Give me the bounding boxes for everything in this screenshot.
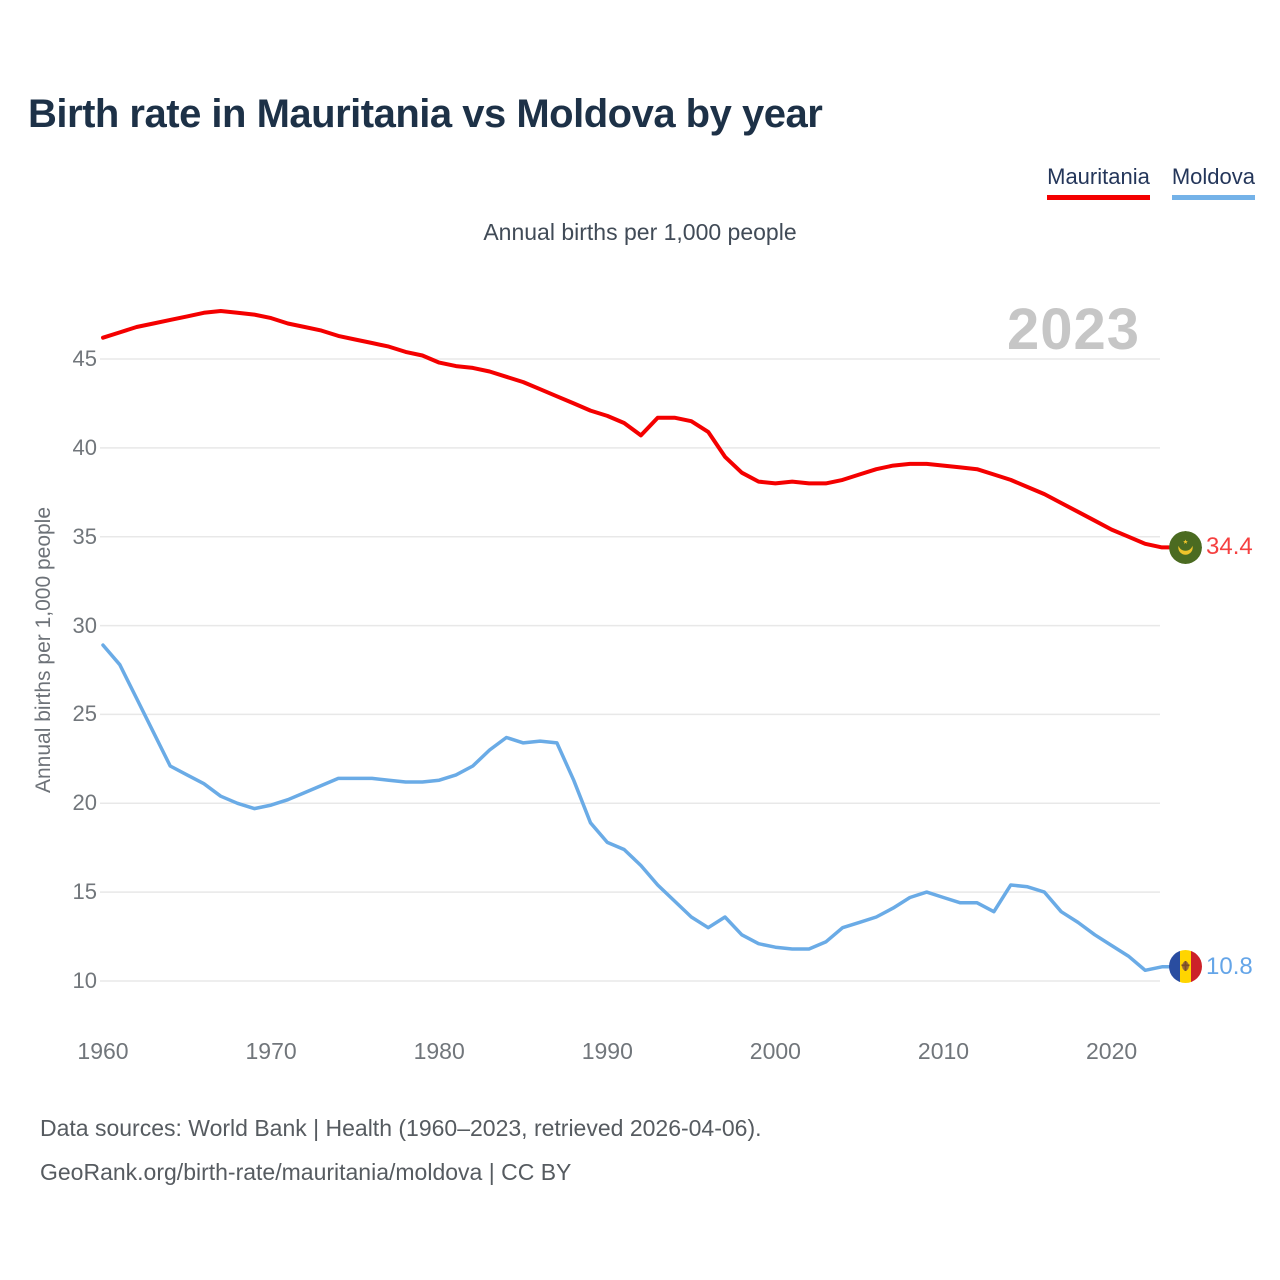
moldova-line [101,643,1174,973]
footer-attribution-link: GeoRank.org/birth-rate/mauritania/moldov… [40,1159,572,1185]
mauritania-line [101,309,1174,550]
legend-item-moldova[interactable]: Moldova [1171,164,1255,200]
chart-subtitle: Annual births per 1,000 people [483,219,797,245]
legend-item-mauritania[interactable]: Mauritania [1047,164,1150,200]
page-title: Birth rate in Mauritania vs Moldova by y… [28,92,823,136]
mauritania-end-value: 34.4 [1206,533,1253,561]
footer-data-sources: Data sources: World Bank | Health (1960–… [40,1115,762,1141]
moldova-end-value: 10.8 [1206,952,1253,980]
footer: Data sources: World Bank | Health (1960–… [40,1106,762,1194]
chart-legend: Mauritania Moldova [1047,164,1255,200]
year-watermark: 2023 [1006,297,1140,362]
moldova-flag-icon [1169,950,1202,984]
mauritania-flag-icon [1169,530,1202,564]
